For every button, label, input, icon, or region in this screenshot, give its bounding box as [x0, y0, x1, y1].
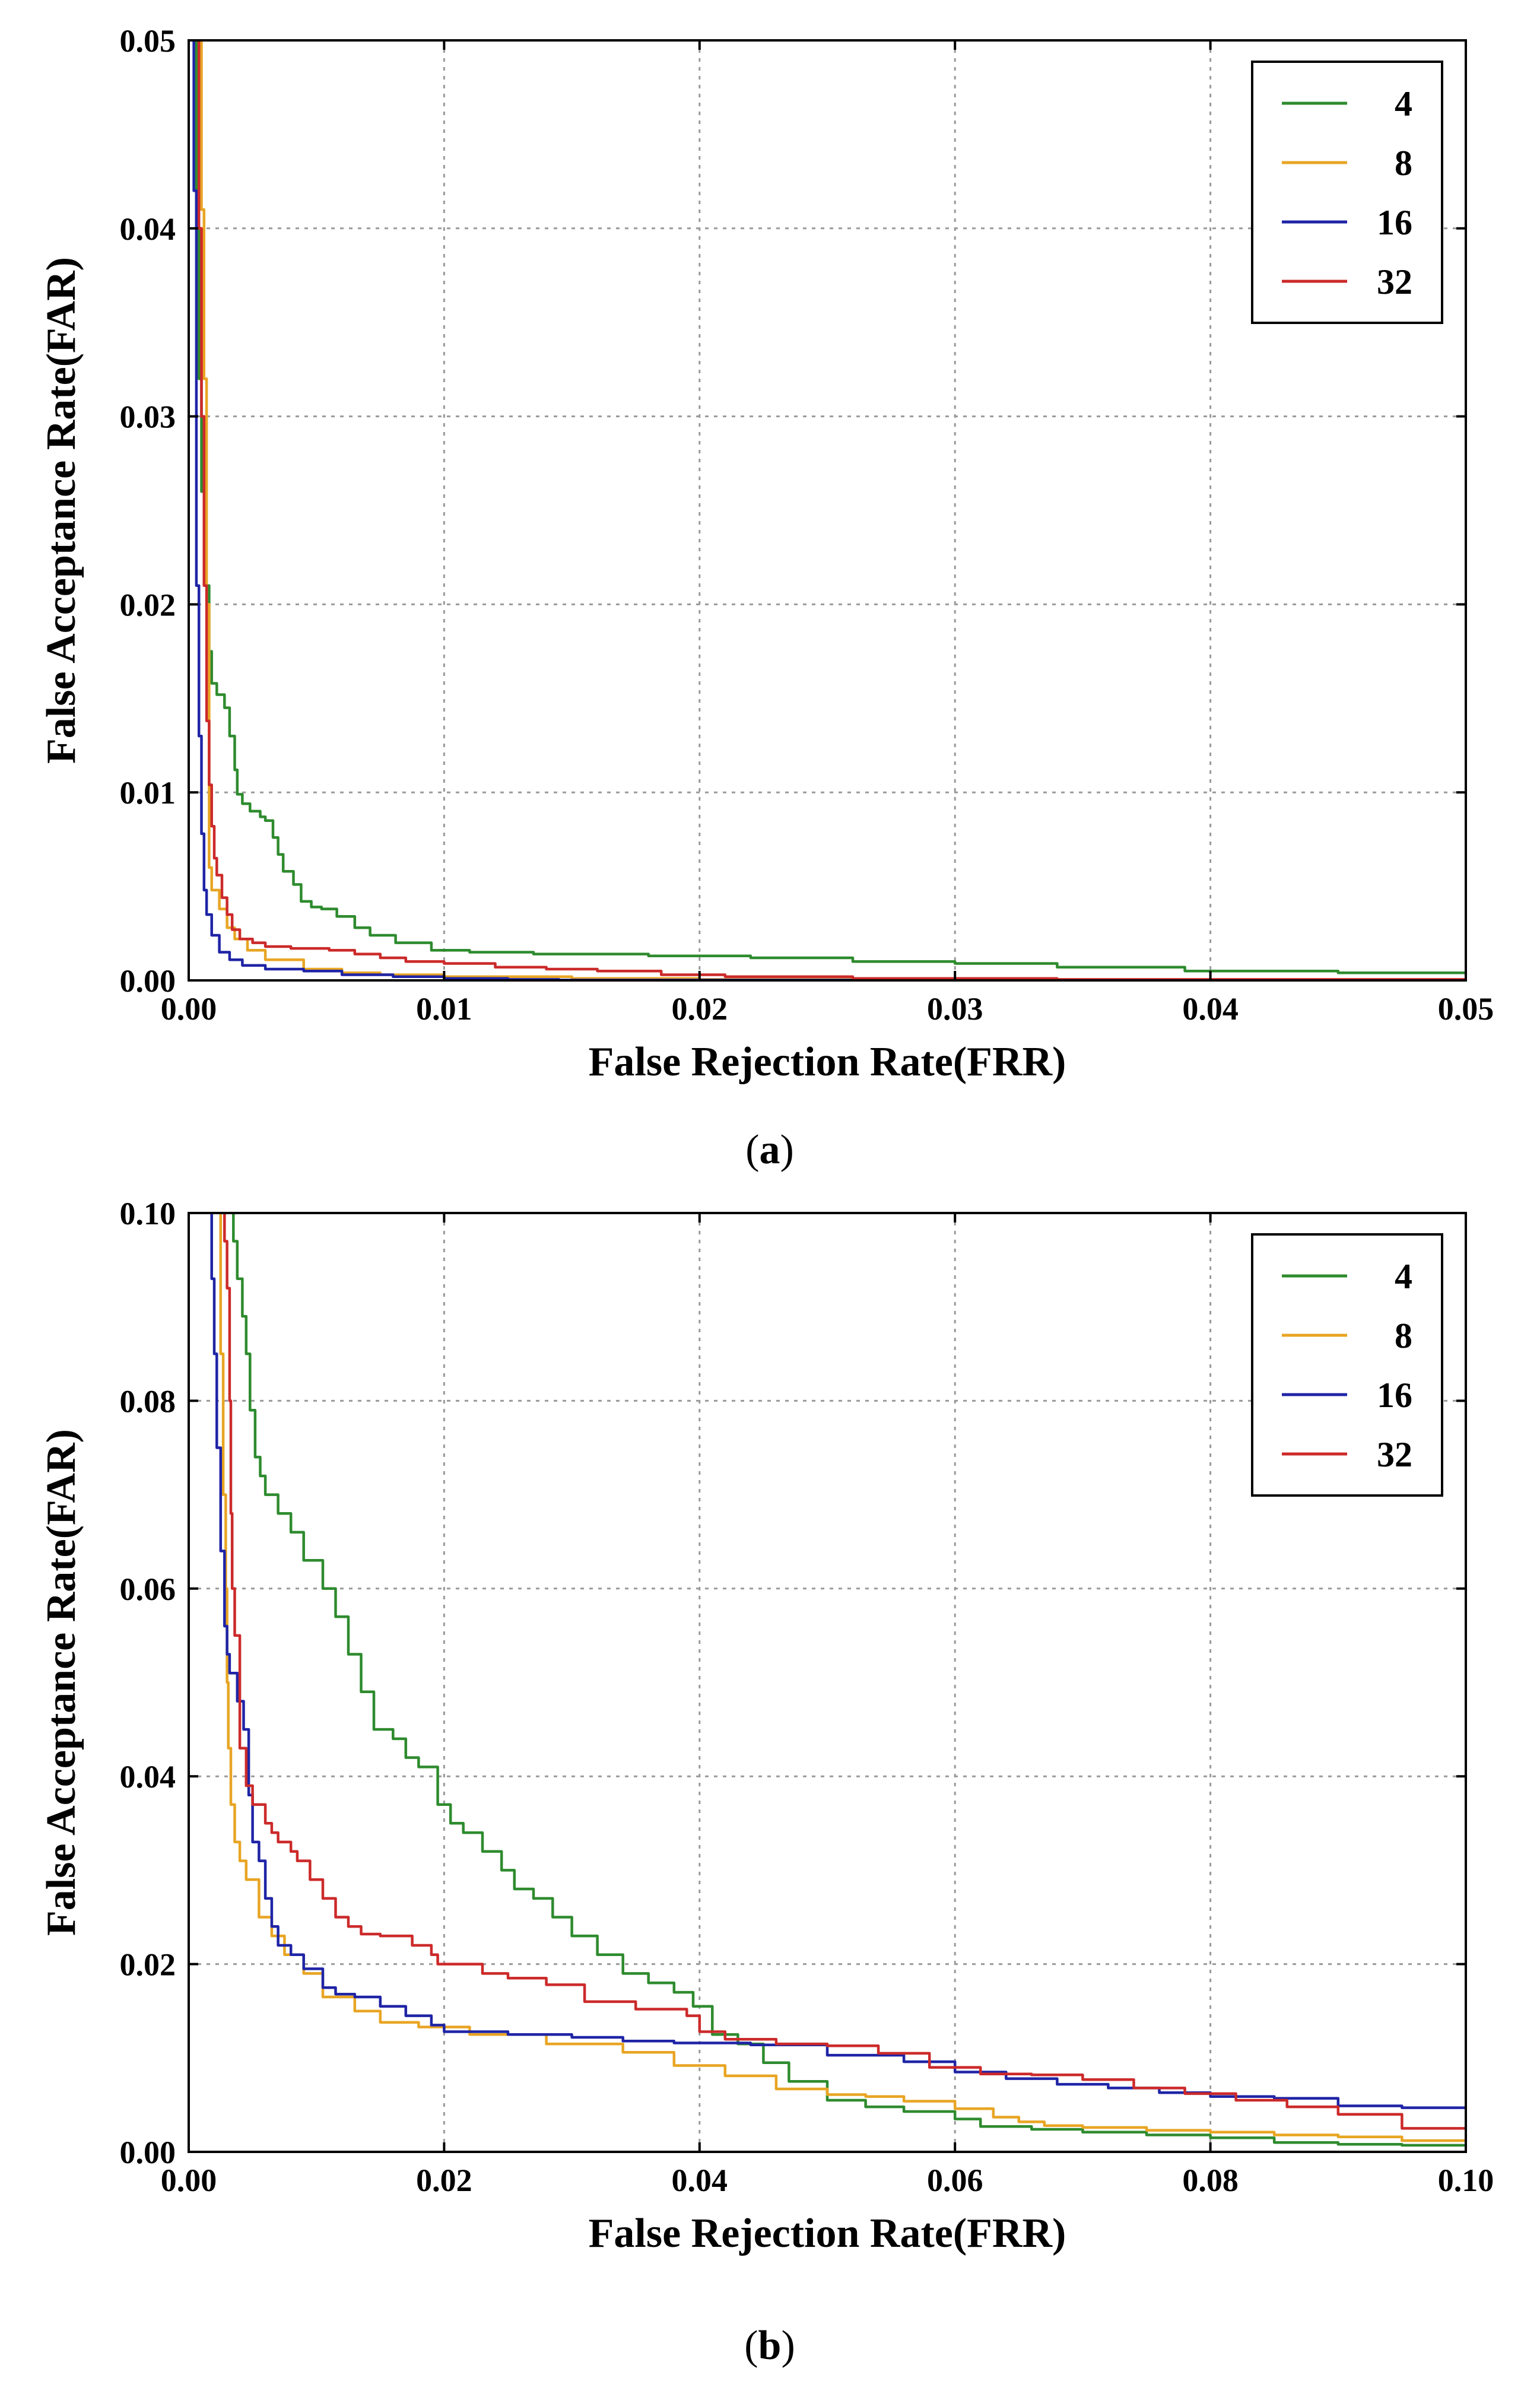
- panel-b-x-tick-label: 0.08: [1182, 2163, 1239, 2198]
- panel-a-legend-label-32: 32: [1377, 262, 1412, 301]
- panel-a-x-tick-label: 0.00: [161, 991, 217, 1027]
- panel-a-x-tick-label: 0.01: [416, 991, 472, 1027]
- panel-b-y-tick-label: 0.04: [120, 1759, 176, 1795]
- panel-b-caption-letter: b: [758, 2323, 782, 2368]
- panel-b-series-4-line: [232, 1213, 1466, 2147]
- panel-a-grid: [189, 40, 1466, 980]
- panel-a-y-tick-label: 0.03: [120, 399, 176, 435]
- panel-b-legend-box: [1251, 1233, 1443, 1497]
- panel-a-x-axis-label: False Rejection Rate(FRR): [589, 1039, 1066, 1085]
- panel-b-legend-label-8: 8: [1395, 1316, 1412, 1355]
- panel-b-y-tick-label: 0.08: [120, 1383, 176, 1419]
- panel-a-x-tick-label: 0.04: [1182, 991, 1239, 1027]
- panel-a-plot-frame: [188, 39, 1467, 982]
- panel-a-caption-letter: a: [760, 1127, 780, 1173]
- panel-b-y-axis-label: False Acceptance Rate(FAR): [39, 1429, 84, 1936]
- panel-a-y-tick-label: 0.00: [120, 963, 176, 999]
- panel-b-caption: (b): [744, 2323, 795, 2368]
- panel-b-x-axis-label: False Rejection Rate(FRR): [589, 2211, 1066, 2256]
- panel-a-series-4-line: [195, 40, 1466, 974]
- panel-a-series-32-line: [197, 40, 1466, 980]
- panel-a-y-tick-label: 0.01: [120, 775, 176, 811]
- panel-b-x-tick-label: 0.10: [1438, 2163, 1494, 2198]
- panel-b-series-16-line: [210, 1213, 1466, 2109]
- panel-a-legend: 4 8 16 32: [1251, 61, 1443, 324]
- panel-b-x-tick-label: 0.04: [672, 2163, 728, 2198]
- panel-a-y-axis-label: False Acceptance Rate(FAR): [39, 257, 84, 764]
- panel-b-series-32-line: [223, 1213, 1466, 2130]
- panel-b-legend-label-32: 32: [1377, 1435, 1412, 1474]
- panel-a-x-tick-label: 0.03: [927, 991, 983, 1027]
- panel-b-ticks: 0.00 0.02 0.04 0.06 0.08 0.10 0.00 0.02 0.04 0.06…: [120, 1196, 1494, 2198]
- panel-b-x-tick-label: 0.06: [927, 2163, 983, 2198]
- panel-b-y-tick-label: 0.10: [120, 1196, 176, 1231]
- panel-b-y-tick-label: 0.02: [120, 1947, 176, 1983]
- panel-b-x-tick-label: 0.00: [161, 2163, 217, 2198]
- panel-b-y-tick-label: 0.06: [120, 1571, 176, 1607]
- panel-a-ticks: 0.00 0.01 0.02 0.03 0.04 0.05 0.00 0.01 0.02 0.03…: [120, 23, 1494, 1027]
- panel-a-y-tick-label: 0.04: [120, 211, 176, 247]
- panel-a-x-tick-label: 0.02: [672, 991, 728, 1027]
- panel-a-y-tick-label: 0.02: [120, 587, 176, 623]
- panel-a-legend-label-4: 4: [1395, 84, 1412, 123]
- panel-a-x-tick-label: 0.05: [1438, 991, 1494, 1027]
- panel-b-series-group: [210, 1213, 1466, 2147]
- panel-b-legend-label-4: 4: [1395, 1257, 1412, 1296]
- panel-b: 0.00 0.02 0.04 0.06 0.08 0.10 0.00 0.02 0.04 0.06…: [39, 1196, 1494, 2368]
- panel-a: 0.00 0.01 0.02 0.03 0.04 0.05 0.00 0.01 0.02 0.03…: [39, 23, 1494, 1173]
- panel-b-legend: 4 8 16 32: [1251, 1233, 1443, 1497]
- panel-a-legend-label-16: 16: [1377, 203, 1412, 242]
- panel-a-y-tick-label: 0.05: [120, 23, 176, 59]
- panel-a-legend-label-8: 8: [1395, 144, 1412, 183]
- panel-b-y-tick-label: 0.00: [120, 2135, 176, 2170]
- panel-b-plot-frame: [188, 1212, 1467, 2153]
- panel-a-legend-box: [1251, 61, 1443, 324]
- panel-a-caption: (a): [745, 1127, 794, 1173]
- panel-b-legend-label-16: 16: [1377, 1376, 1412, 1415]
- panel-b-x-tick-label: 0.02: [416, 2163, 472, 2198]
